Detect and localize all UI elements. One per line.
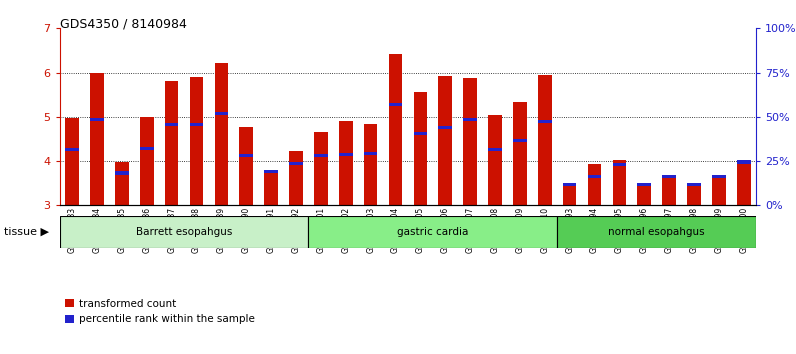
Bar (563, 184, 576, 205)
Bar (189, 77, 203, 205)
Bar (737, 160, 751, 164)
Legend: transformed count, percentile rank within the sample: transformed count, percentile rank withi… (65, 299, 256, 324)
Bar (314, 154, 328, 157)
Bar (115, 171, 129, 175)
Bar (712, 177, 726, 205)
Bar (60, 216, 308, 248)
Bar (189, 123, 203, 126)
Bar (264, 170, 278, 173)
Bar (364, 152, 377, 155)
Bar (339, 121, 353, 205)
Bar (264, 171, 278, 205)
Bar (165, 123, 178, 126)
Bar (289, 152, 302, 205)
Text: tissue ▶: tissue ▶ (4, 227, 49, 237)
Bar (463, 78, 477, 205)
Bar (687, 183, 700, 186)
Bar (339, 153, 353, 156)
Bar (613, 162, 626, 166)
Bar (90, 73, 103, 205)
Bar (289, 162, 302, 165)
Bar (538, 75, 552, 205)
Bar (308, 216, 557, 248)
Bar (90, 118, 103, 121)
Bar (215, 63, 228, 205)
Bar (463, 118, 477, 121)
Bar (65, 148, 79, 151)
Bar (439, 76, 452, 205)
Bar (613, 160, 626, 205)
Bar (414, 132, 427, 135)
Bar (662, 177, 676, 205)
Bar (712, 175, 726, 178)
Bar (638, 184, 651, 205)
Text: GDS4350 / 8140984: GDS4350 / 8140984 (60, 18, 186, 31)
Bar (587, 164, 601, 205)
Bar (364, 124, 377, 205)
Bar (513, 102, 527, 205)
Bar (115, 162, 129, 205)
Bar (240, 154, 253, 157)
Bar (388, 103, 402, 107)
Bar (240, 127, 253, 205)
Bar (557, 216, 756, 248)
Bar (215, 112, 228, 115)
Bar (140, 147, 154, 150)
Text: normal esopahgus: normal esopahgus (608, 227, 705, 237)
Bar (314, 132, 328, 205)
Bar (488, 148, 501, 151)
Bar (538, 120, 552, 123)
Bar (662, 175, 676, 178)
Bar (587, 175, 601, 178)
Bar (513, 139, 527, 142)
Bar (488, 115, 501, 205)
Bar (414, 92, 427, 205)
Bar (687, 184, 700, 205)
Bar (388, 53, 402, 205)
Bar (140, 117, 154, 205)
Text: Barrett esopahgus: Barrett esopahgus (136, 227, 232, 237)
Bar (638, 183, 651, 185)
Bar (165, 81, 178, 205)
Bar (737, 161, 751, 205)
Bar (563, 183, 576, 185)
Text: gastric cardia: gastric cardia (397, 227, 469, 237)
Bar (439, 126, 452, 130)
Bar (65, 118, 79, 205)
